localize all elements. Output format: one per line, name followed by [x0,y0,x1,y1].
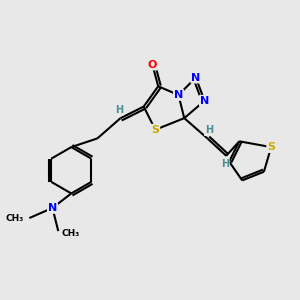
Text: CH₃: CH₃ [5,214,23,223]
Text: O: O [148,60,157,70]
Text: N: N [174,90,183,100]
Text: H: H [221,159,229,169]
Text: N: N [200,96,209,106]
Text: N: N [48,203,57,213]
Text: N: N [191,73,200,82]
Text: H: H [205,125,213,135]
Text: CH₃: CH₃ [61,230,80,238]
Text: H: H [115,105,123,115]
Text: S: S [267,142,275,152]
Text: S: S [151,125,159,135]
